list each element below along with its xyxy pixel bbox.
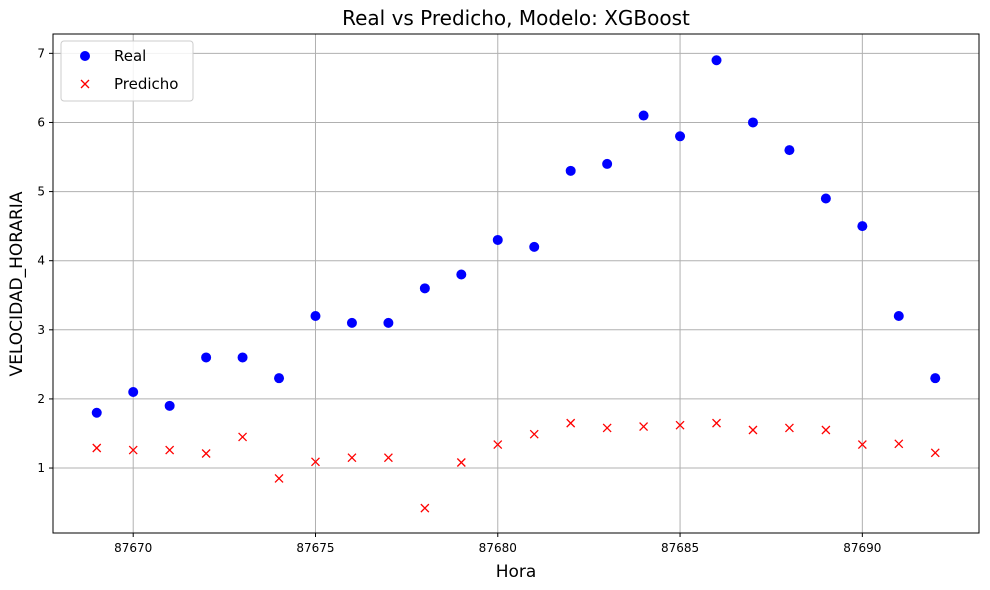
point-predicho [274, 473, 284, 483]
point-real [237, 352, 248, 363]
point-real [747, 117, 758, 128]
point-real [565, 165, 576, 176]
point-real [164, 400, 175, 411]
legend: Real Predicho [60, 40, 194, 102]
x-axis-label: Hora [496, 562, 537, 582]
point-real [711, 55, 722, 66]
plot-frame [52, 33, 980, 534]
point-real [456, 269, 467, 280]
point-predicho [784, 423, 794, 433]
point-predicho [639, 422, 649, 432]
x-tick-label: 87670 [114, 541, 152, 555]
point-real [492, 234, 503, 245]
point-real [310, 310, 321, 321]
point-real [201, 352, 212, 363]
point-predicho [675, 420, 685, 430]
point-predicho [529, 429, 539, 439]
point-predicho [821, 425, 831, 435]
legend-label-real: Real [114, 47, 146, 65]
point-real [784, 145, 795, 156]
point-real [930, 373, 941, 384]
y-tick-label: 6 [37, 115, 45, 129]
point-real [602, 158, 613, 169]
legend-marker-predicho [80, 79, 90, 89]
y-tick-label: 2 [37, 392, 45, 406]
legend-box [60, 40, 194, 102]
point-predicho [165, 445, 175, 455]
point-predicho [493, 440, 503, 449]
point-predicho [566, 418, 576, 428]
point-predicho [456, 458, 466, 467]
point-predicho [930, 448, 940, 458]
point-real [638, 110, 649, 121]
point-predicho [383, 453, 393, 463]
legend-marker-real [80, 51, 90, 61]
point-predicho [311, 457, 320, 467]
point-real [529, 241, 540, 252]
point-predicho [602, 423, 612, 433]
point-predicho [201, 449, 211, 458]
point-predicho [712, 418, 721, 428]
point-predicho [857, 440, 867, 449]
point-real [893, 310, 904, 321]
point-predicho [894, 439, 904, 449]
point-predicho [420, 503, 430, 513]
point-real [675, 131, 686, 142]
y-axis-label: VELOCIDAD_HORARIA [7, 191, 27, 376]
point-predicho [128, 445, 138, 455]
grid [53, 34, 979, 533]
point-real [346, 317, 357, 328]
x-tick-label: 87685 [661, 541, 699, 555]
y-tick-label: 7 [37, 46, 45, 60]
x-tick-label: 87690 [843, 541, 881, 555]
point-real [91, 407, 102, 418]
point-real [128, 387, 139, 398]
y-tick-label: 4 [37, 254, 45, 268]
point-predicho [347, 453, 357, 463]
point-real [383, 317, 394, 328]
x-tick-label: 87675 [296, 541, 334, 555]
legend-label-predicho: Predicho [114, 75, 178, 93]
point-predicho [92, 443, 102, 453]
axis-ticks: 87670 87675 87680 87685 87690 1 2 3 4 5 6 7 [37, 46, 881, 555]
chart-title: Real vs Predicho, Modelo: XGBoost [342, 6, 690, 30]
x-tick-label: 87680 [479, 541, 517, 555]
point-real [857, 221, 868, 232]
point-real [820, 193, 831, 204]
point-real [274, 373, 285, 384]
point-predicho [748, 425, 758, 435]
point-predicho [238, 432, 248, 442]
data-marks [91, 55, 941, 513]
point-real [419, 283, 430, 294]
y-tick-label: 1 [37, 461, 45, 475]
y-tick-label: 3 [37, 323, 45, 337]
y-tick-label: 5 [37, 185, 45, 199]
